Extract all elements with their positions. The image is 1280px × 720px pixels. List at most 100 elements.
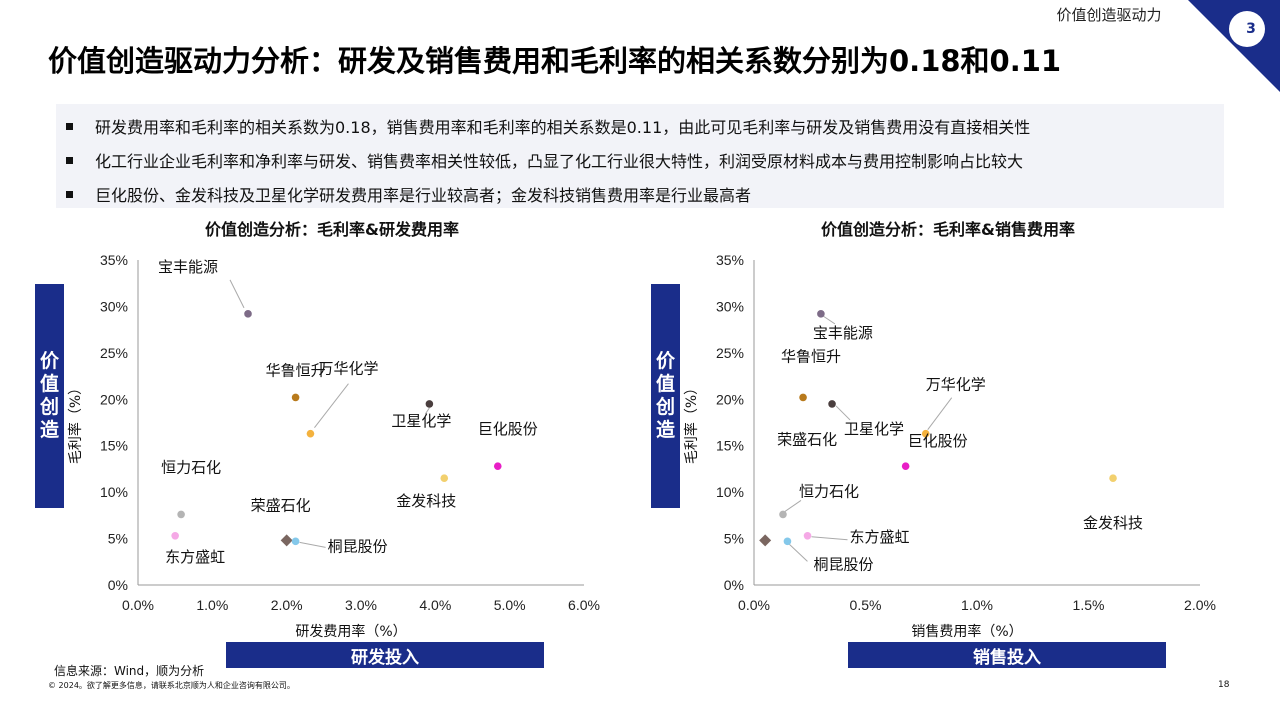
data-point [828, 400, 836, 408]
point-label: 宝丰能源 [158, 258, 218, 276]
side-label-char: 价 [655, 350, 675, 372]
page-badge: 3 [1246, 21, 1256, 37]
y-tick-label: 35% [716, 252, 744, 268]
y-tick-label: 0% [724, 577, 744, 593]
y-tick-label: 30% [100, 298, 128, 314]
point-label: 荣盛石化 [251, 496, 311, 514]
y-tick-label: 25% [100, 345, 128, 361]
data-point [759, 534, 772, 547]
point-label: 卫星化学 [844, 420, 904, 438]
data-point [171, 531, 179, 540]
leader-line [299, 541, 326, 548]
point-label: 恒力石化 [161, 458, 221, 476]
data-point [177, 510, 185, 519]
y-tick-label: 30% [716, 298, 744, 314]
x-tick-label: 5.0% [494, 597, 526, 613]
side-label-char: 值 [655, 373, 675, 395]
leader-line [927, 397, 953, 430]
bullet-text: 研发费用率和毛利率的相关系数为0.18，销售费用率和毛利率的相关系数是0.11，… [95, 118, 1031, 137]
bullet-square-icon [66, 157, 73, 164]
y-tick-label: 5% [108, 531, 128, 547]
side-label-char: 创 [655, 396, 675, 418]
leader-line [784, 500, 802, 512]
x-tick-label: 2.0% [271, 597, 303, 613]
data-point [291, 393, 300, 402]
point-label: 卫星化学 [391, 412, 451, 430]
point-label: 万华化学 [318, 360, 378, 378]
x-tick-label: 4.0% [419, 597, 451, 613]
x-tick-label: 0.0% [738, 597, 770, 613]
y-tick-label: 10% [100, 484, 128, 500]
data-point [901, 462, 910, 470]
data-point [779, 510, 787, 519]
leader-line [822, 315, 836, 325]
bullet-item: 化工行业企业毛利率和净利率与研发、销售费率相关性较低，凸显了化工行业很大特性，利… [66, 148, 1023, 172]
bullet-text: 巨化股份、金发科技及卫星化学研发费用率是行业较高者；金发科技销售费用率是行业最高… [95, 186, 752, 205]
data-point [306, 429, 315, 438]
data-point [921, 429, 930, 438]
point-label: 金发科技 [1083, 514, 1143, 532]
x-tick-label: 6.0% [568, 597, 600, 613]
point-label: 恒力石化 [799, 482, 859, 500]
point-label: 东方盛虹 [165, 548, 225, 566]
leader-line [835, 405, 851, 421]
x-tick-label: 3.0% [345, 597, 377, 613]
side-label-char: 创 [39, 396, 59, 418]
scatter-chart-sales: 0% 5% 10% 15% 20% 25% 30% 35% 0.0% 0.5% 1.0% 1.5% 2.… [683, 252, 1216, 640]
side-label-char: 值 [39, 373, 59, 395]
page-title: 价值创造驱动力分析：研发及销售费用和毛利率的相关系数分别为0.18和0.11 [48, 44, 1062, 78]
point-label: 宝丰能源 [813, 324, 873, 342]
data-point [783, 537, 792, 546]
bullet-text: 化工行业企业毛利率和净利率与研发、销售费率相关性较低，凸显了化工行业很大特性，利… [95, 152, 1024, 171]
y-tick-label: 20% [716, 391, 744, 407]
data-point [425, 400, 434, 408]
y-axis-label: 毛利率（%） [67, 381, 84, 464]
scatter-chart-rd: 0% 5% 10% 15% 20% 25% 30% 35% 0.0% 1.0% 2.0% 3.0% 4.… [67, 252, 600, 640]
leader-line [424, 407, 430, 415]
data-point [244, 310, 252, 318]
corner-ribbon [1188, 0, 1280, 92]
data-point [280, 534, 293, 547]
point-label: 巨化股份 [908, 432, 968, 450]
point-label: 金发科技 [396, 492, 456, 510]
y-tick-label: 10% [716, 484, 744, 500]
x-tick-label: 0.0% [122, 597, 154, 613]
chart-title-rd: 价值创造分析：毛利率&研发费用率 [205, 220, 459, 239]
bullet-item: 研发费用率和毛利率的相关系数为0.18，销售费用率和毛利率的相关系数是0.11，… [66, 114, 1030, 138]
x-tick-label: 1.0% [961, 597, 993, 613]
point-label: 巨化股份 [478, 420, 538, 438]
data-point [493, 462, 502, 470]
y-tick-label: 15% [100, 438, 128, 454]
point-label: 万华化学 [926, 376, 986, 394]
data-point [440, 474, 449, 483]
source-note: 信息来源：Wind，顺为分析 [54, 664, 205, 678]
point-label: 荣盛石化 [777, 430, 837, 448]
x-tick-label: 2.0% [1184, 597, 1216, 613]
y-tick-label: 5% [724, 531, 744, 547]
y-tick-label: 20% [100, 391, 128, 407]
y-tick-label: 25% [716, 345, 744, 361]
chart-title-sales: 价值创造分析：毛利率&销售费用率 [821, 220, 1075, 239]
point-label: 华鲁恒升 [781, 347, 841, 365]
data-point [803, 531, 812, 540]
y-tick-label: 15% [716, 438, 744, 454]
x-axis-label: 研发费用率（%） [295, 623, 406, 640]
leader-line [314, 383, 349, 428]
data-point [1109, 474, 1117, 483]
x-tick-label: 1.5% [1073, 597, 1105, 613]
x-tick-label: 0.5% [850, 597, 882, 613]
data-point [817, 310, 825, 318]
leader-line [811, 536, 848, 541]
side-label-left: 价值创造 [35, 284, 64, 508]
x-tick-label: 1.0% [196, 597, 228, 613]
x-axis-label: 销售费用率（%） [911, 623, 1022, 640]
data-point [291, 537, 300, 546]
leader-line [229, 279, 245, 309]
side-label-right: 价值创造 [651, 284, 680, 508]
point-label: 桐昆股份 [813, 555, 873, 573]
y-axis-label: 毛利率（%） [683, 381, 700, 464]
key-findings-box: 研发费用率和毛利率的相关系数为0.18，销售费用率和毛利率的相关系数是0.11，… [56, 104, 1224, 208]
leader-line [789, 543, 808, 562]
page-number: 18 [1218, 680, 1230, 690]
y-tick-label: 35% [100, 252, 128, 268]
